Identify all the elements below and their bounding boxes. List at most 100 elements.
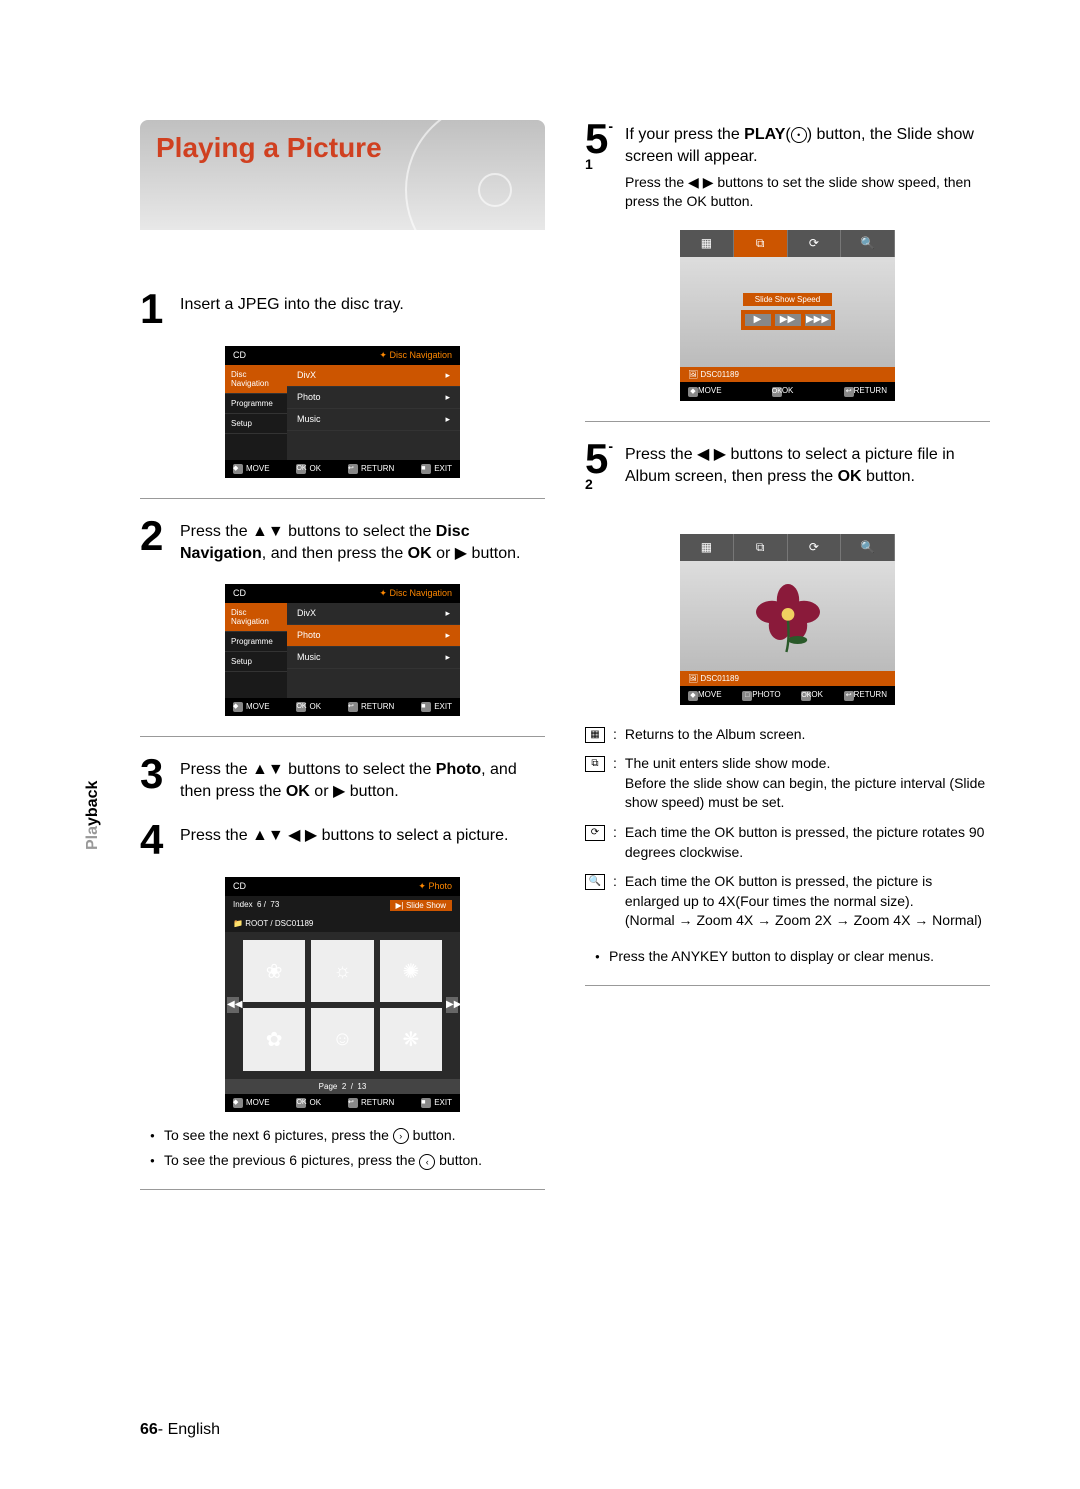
- step-text: Press the ▲▼ ◀ ▶ buttons to select a pic…: [180, 821, 508, 847]
- menu-title: CD: [233, 350, 246, 361]
- step-number: 5-2: [585, 440, 615, 516]
- bullet-list: To see the next 6 pictures, press the › …: [140, 1126, 545, 1171]
- legend-text: Returns to the Album screen.: [625, 725, 806, 745]
- thumbnail: ❋: [380, 1008, 442, 1070]
- step-text: If your press the PLAY(•) button, the Sl…: [625, 120, 990, 212]
- step-number: 4: [140, 821, 170, 859]
- step-text: Insert a JPEG into the disc tray.: [180, 290, 404, 316]
- speed-label: Slide Show Speed: [743, 293, 832, 306]
- arrow-icon: ◀ ▶: [697, 446, 726, 463]
- step-2: 2 Press the ▲▼ buttons to select the Dis…: [140, 517, 545, 566]
- menu-item: Photo▸: [287, 387, 460, 409]
- thumbnail: ☼: [311, 940, 373, 1002]
- bullet-list: Press the ANYKEY button to display or cl…: [585, 947, 990, 967]
- bullet-item: Press the ANYKEY button to display or cl…: [595, 947, 990, 967]
- section-header: Playing a Picture DVD-VIDEO: [140, 120, 545, 230]
- sidebar-item: Setup: [225, 414, 287, 434]
- album-return-icon: ▦: [585, 727, 605, 743]
- icon-legend-list: ▦ : Returns to the Album screen. ⧉ : The…: [585, 725, 990, 931]
- disc-navigation-menu-screenshot-2: CD ✦ Disc Navigation Disc Navigation Pro…: [225, 584, 460, 716]
- zoom-icon: 🔍: [585, 874, 605, 890]
- slideshow-icon: ⧉: [734, 534, 788, 561]
- menu-breadcrumb: Disc Navigation: [389, 588, 452, 598]
- speed-option: ▶: [745, 314, 771, 326]
- legend-item: 🔍 : Each time the OK button is pressed, …: [585, 872, 990, 931]
- tab-black-part: yback: [84, 781, 101, 826]
- page-indicator: Page 2 / 13: [225, 1079, 460, 1094]
- zoom-icon: 🔍: [841, 534, 895, 561]
- step-number: 1: [140, 290, 170, 328]
- slide-show-button: ▶| Slide Show: [390, 900, 452, 911]
- album-return-icon: ▦: [680, 230, 734, 257]
- menu-item: DivX▸: [287, 365, 460, 387]
- tab-gray-part: Pla: [84, 826, 101, 850]
- prev-button-icon: ‹: [419, 1154, 435, 1170]
- disc-art-decoration: [405, 120, 545, 230]
- menu-item: DivX▸: [287, 603, 460, 625]
- zoom-icon: 🔍: [841, 230, 895, 257]
- thumbnail: ❀: [243, 940, 305, 1002]
- thumbnail-grid: ◀◀ ❀ ☼ ✺ ✿ ☺ ❋ ▶▶: [225, 932, 460, 1079]
- menu-main-list: DivX▸ Photo▸ Music▸: [287, 365, 460, 460]
- prev-page-icon: ◀◀: [227, 997, 239, 1013]
- next-button-icon: ›: [393, 1128, 409, 1144]
- thumbnail: ☺: [311, 1008, 373, 1070]
- right-column: 5-1 If your press the PLAY(•) button, th…: [585, 120, 990, 1208]
- slideshow-icon: ⧉: [734, 230, 788, 257]
- step-text: Press the ◀ ▶ buttons to select a pictur…: [625, 440, 990, 489]
- index-label: Index 6 / 73: [233, 900, 279, 911]
- flower-image: [748, 576, 828, 656]
- separator: [140, 498, 545, 499]
- step-5-1: 5-1 If your press the PLAY(•) button, th…: [585, 120, 990, 212]
- manual-page: Playback Playing a Picture DVD-VIDEO 1 I…: [0, 0, 1080, 1489]
- photo-album-screenshot: CD ✦ Photo Index 6 / 73 ▶| Slide Show 📁 …: [225, 877, 460, 1112]
- sidebar-item: Programme: [225, 632, 287, 652]
- section-tab-playback: Playback: [84, 781, 102, 850]
- photo-title: CD: [233, 881, 246, 892]
- rotate-icon: ⟳: [788, 534, 842, 561]
- menu-item: Music▸: [287, 647, 460, 669]
- menu-item: Music▸: [287, 409, 460, 431]
- thumbnail: ✺: [380, 940, 442, 1002]
- bullet-item: To see the previous 6 pictures, press th…: [150, 1151, 545, 1171]
- arrow-icon: ▲▼: [252, 761, 284, 778]
- sidebar-item: Disc Navigation: [225, 365, 287, 394]
- album-return-icon: ▦: [680, 534, 734, 561]
- step-5-2: 5-2 Press the ◀ ▶ buttons to select a pi…: [585, 440, 990, 516]
- step-4: 4 Press the ▲▼ ◀ ▶ buttons to select a p…: [140, 821, 545, 859]
- slideshow-speed-screenshot: ▦ ⧉ ⟳ 🔍 Slide Show Speed ▶ ▶▶ ▶▶▶ 🖼 DSC0…: [680, 230, 895, 401]
- photo-path: 📁 ROOT / DSC01189: [225, 915, 460, 932]
- legend-text: The unit enters slide show mode. Before …: [625, 754, 990, 813]
- step-number: 5-1: [585, 120, 615, 196]
- separator: [140, 736, 545, 737]
- rotate-icon: ⟳: [585, 825, 605, 841]
- legend-item: ⧉ : The unit enters slide show mode. Bef…: [585, 754, 990, 813]
- speed-option: ▶▶: [775, 314, 801, 326]
- arrow-icon: ▲▼: [252, 523, 284, 540]
- arrow-icon: ▶: [455, 545, 467, 562]
- legend-item: ⟳ : Each time the OK button is pressed, …: [585, 823, 990, 862]
- speed-selector: ▶ ▶▶ ▶▶▶: [741, 310, 835, 330]
- arrow-icon: ▶: [333, 783, 345, 800]
- step-3: 3 Press the ▲▼ buttons to select the Pho…: [140, 755, 545, 804]
- album-viewer-screenshot: ▦ ⧉ ⟳ 🔍: [680, 534, 895, 705]
- sidebar-item: Setup: [225, 652, 287, 672]
- separator: [585, 421, 990, 422]
- step-1: 1 Insert a JPEG into the disc tray.: [140, 290, 545, 328]
- next-page-icon: ▶▶: [446, 997, 458, 1013]
- arrow-icon: ▲▼ ◀ ▶: [252, 827, 317, 844]
- disc-navigation-menu-screenshot: CD ✦ Disc Navigation Disc Navigation Pro…: [225, 346, 460, 478]
- arrow-icon: ◀ ▶: [688, 174, 713, 190]
- step-number: 3: [140, 755, 170, 793]
- separator: [585, 985, 990, 986]
- speed-option: ▶▶▶: [805, 314, 831, 326]
- legend-text: Each time the OK button is pressed, the …: [625, 823, 990, 862]
- thumbnail: ✿: [243, 1008, 305, 1070]
- rotate-icon: ⟳: [788, 230, 842, 257]
- sidebar-item: Programme: [225, 394, 287, 414]
- legend-item: ▦ : Returns to the Album screen.: [585, 725, 990, 745]
- menu-footer: ◆MOVE OKOK ↩RETURN ■EXIT: [225, 460, 460, 478]
- slideshow-icon: ⧉: [585, 756, 605, 772]
- sidebar-item: Disc Navigation: [225, 603, 287, 632]
- left-column: Playing a Picture DVD-VIDEO 1 Insert a J…: [140, 120, 545, 1208]
